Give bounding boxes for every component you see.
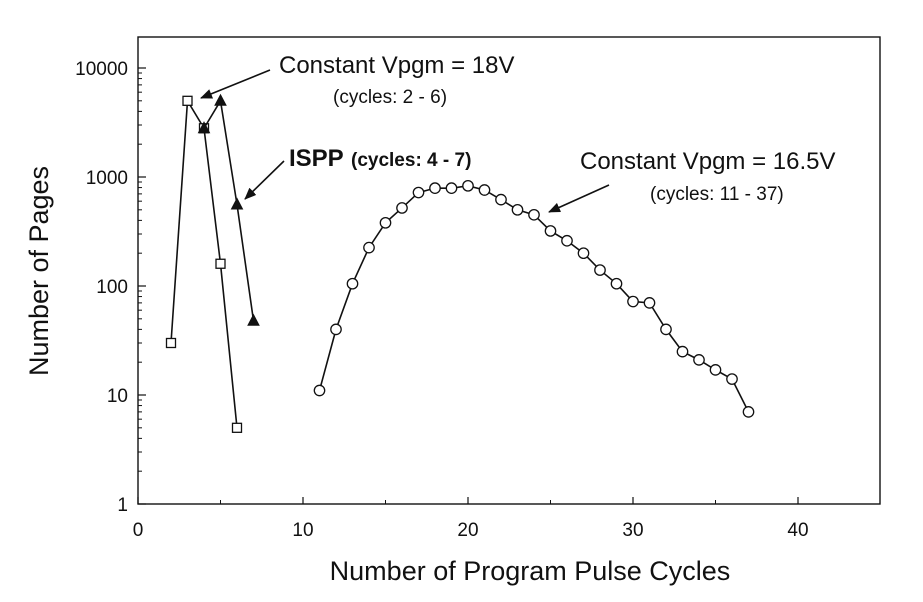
series-triangle-filled <box>197 93 260 326</box>
data-point <box>197 121 211 134</box>
y-tick-label: 1000 <box>86 168 128 189</box>
data-point <box>462 179 474 192</box>
annotation-ispp-cycles: (cycles: 4 - 7) <box>351 150 471 171</box>
y-tick-label: 100 <box>96 277 128 298</box>
y-tick-label: 10000 <box>75 59 128 80</box>
data-point <box>215 258 226 269</box>
data-point <box>231 422 243 433</box>
data-point <box>495 193 507 206</box>
x-tick-label: 20 <box>457 520 478 541</box>
data-point <box>346 277 359 290</box>
annotation-constant-18v: Constant Vpgm = 18V <box>279 52 514 79</box>
data-point <box>577 247 590 260</box>
data-point <box>693 354 705 366</box>
data-point <box>214 93 227 106</box>
arrow-constant-18v <box>200 69 271 99</box>
data-point <box>610 277 623 290</box>
x-tick-label: 40 <box>787 520 808 541</box>
data-point <box>627 295 639 308</box>
data-point <box>594 264 606 276</box>
data-point <box>396 202 408 214</box>
x-axis-label: Number of Program Pulse Cycles <box>330 556 731 586</box>
data-point <box>742 406 755 418</box>
x-tick-label: 10 <box>292 520 313 541</box>
data-point <box>478 184 491 196</box>
data-point <box>230 197 244 210</box>
data-point <box>363 241 375 254</box>
tick-labels: 0 10 20 30 40 1 10 100 1000 10000 <box>75 59 808 541</box>
series-circle <box>313 179 755 418</box>
x-tick-label: 0 <box>133 520 144 541</box>
arrow-ispp <box>244 160 285 200</box>
series-layer <box>165 93 755 433</box>
series-line <box>203 98 255 321</box>
annotation-ispp: ISPP <box>289 145 344 172</box>
arrow-constant-16-5v <box>548 184 610 213</box>
data-point <box>412 186 425 199</box>
data-point <box>528 208 540 221</box>
annotation-constant-16-5v: Constant Vpgm = 16.5V <box>580 148 836 175</box>
data-point <box>544 225 557 237</box>
data-point <box>709 364 722 376</box>
series-square <box>165 95 243 433</box>
data-point <box>429 182 441 195</box>
data-point <box>561 234 573 247</box>
y-tick-label: 10 <box>107 386 128 407</box>
data-point <box>726 373 738 385</box>
plot-frame <box>137 36 881 505</box>
data-point <box>660 323 672 336</box>
data-point <box>247 313 260 326</box>
y-tick-label: 1 <box>117 495 128 516</box>
data-point <box>330 323 342 336</box>
data-point <box>182 95 193 106</box>
data-point <box>643 297 656 309</box>
data-point <box>676 345 689 358</box>
annotation-constant-16-5v-cycles: (cycles: 11 - 37) <box>650 184 784 205</box>
data-point <box>511 203 524 216</box>
series-line <box>170 98 238 428</box>
annotation-constant-18v-cycles: (cycles: 2 - 6) <box>333 87 447 108</box>
data-point <box>165 337 177 349</box>
ticks <box>137 67 799 505</box>
data-point <box>445 182 458 195</box>
y-axis-label: Number of Pages <box>24 166 54 376</box>
data-point <box>313 384 326 397</box>
data-point <box>379 216 392 229</box>
x-tick-label: 30 <box>622 520 643 541</box>
